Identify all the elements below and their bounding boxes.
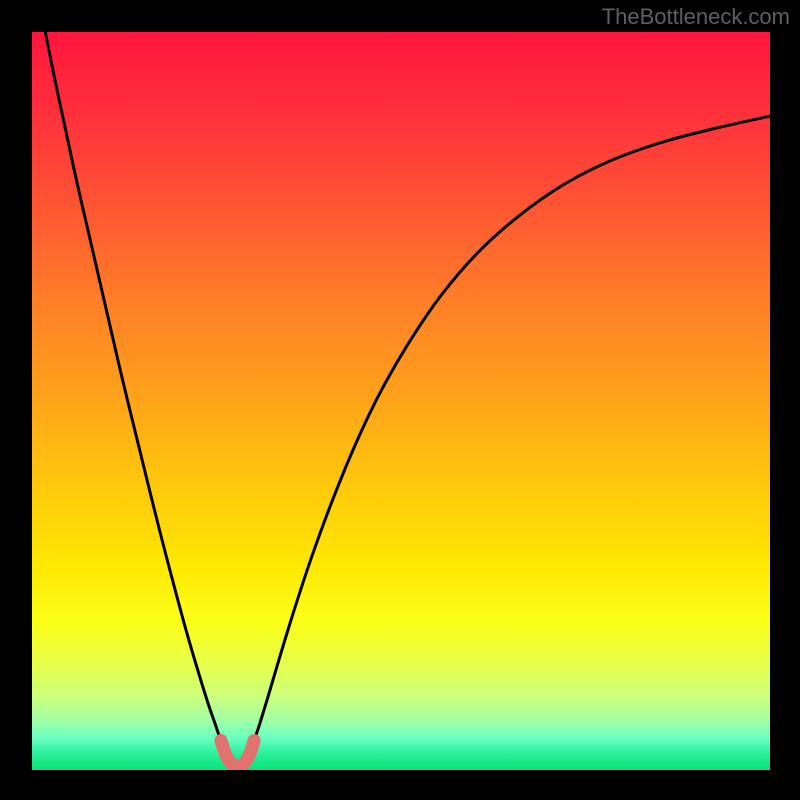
- plot-area: [32, 32, 770, 770]
- watermark-text: TheBottleneck.com: [602, 4, 790, 30]
- chart-svg: [32, 32, 770, 770]
- chart-root: TheBottleneck.com: [0, 0, 800, 800]
